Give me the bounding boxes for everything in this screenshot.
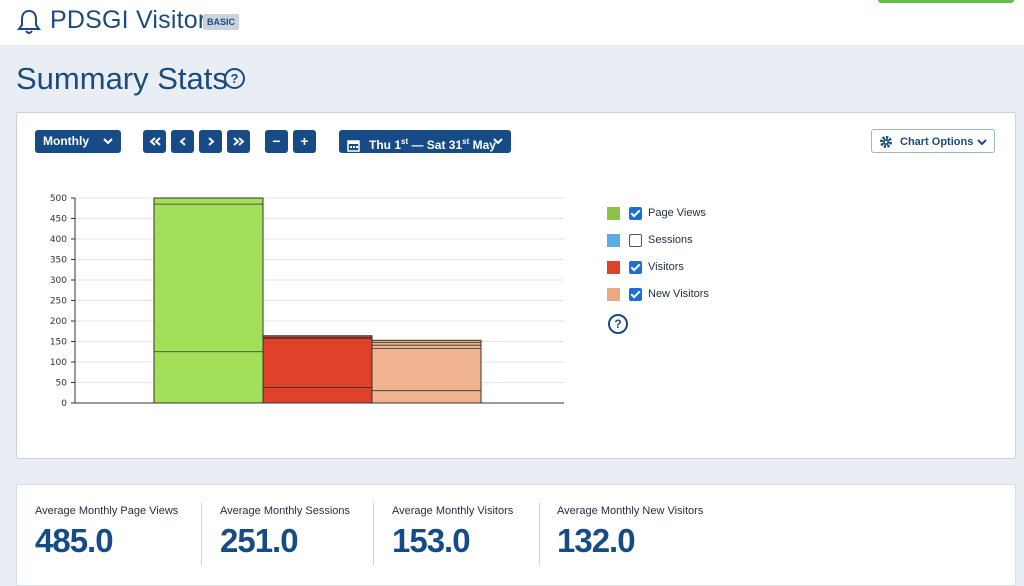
period-select[interactable]: Monthly (35, 130, 121, 153)
legend-swatch (607, 288, 620, 301)
page-title: Summary Stats (16, 61, 228, 96)
stat-sessions: Average Monthly Sessions 251.0 (220, 505, 350, 560)
y-tick-label: 500 (50, 194, 67, 204)
legend-swatch (607, 234, 620, 247)
chart-options-label: Chart Options (900, 136, 974, 148)
divider (201, 503, 202, 565)
bar-chart: 0 50 100 150 200 250 300 350 400 450 500 (50, 194, 564, 409)
chevron-down-icon (103, 130, 113, 161)
zoom-in-button[interactable]: + (293, 130, 316, 153)
legend-label: Visitors (648, 261, 684, 273)
period-label: Monthly (43, 134, 89, 148)
y-tick-label: 250 (50, 297, 67, 307)
plan-badge: BASIC (203, 14, 240, 30)
help-icon[interactable]: ? (224, 68, 245, 89)
top-bar: PDSGI Visitor BASIC (0, 0, 1024, 45)
chevron-left-icon (178, 137, 186, 146)
y-tick-label: 0 (61, 399, 67, 409)
bell-icon[interactable] (16, 8, 42, 36)
stat-label: Average Monthly Page Views (35, 505, 179, 517)
app-title: PDSGI Visitor (50, 6, 207, 34)
y-tick-label: 150 (50, 338, 67, 348)
stats-card: Average Monthly Page Views 485.0 Average… (16, 484, 1016, 586)
legend-label: Sessions (648, 234, 693, 246)
double-chevron-right-icon (232, 137, 245, 146)
legend-checkbox[interactable] (629, 207, 642, 220)
date-month: May (469, 138, 496, 152)
chart-options-button[interactable]: Chart Options (871, 129, 995, 153)
upgrade-button[interactable] (878, 0, 1014, 3)
bar (153, 197, 264, 404)
legend-checkbox[interactable] (629, 261, 642, 274)
calendar-icon (347, 140, 360, 153)
date-end-suffix: st (462, 137, 470, 146)
stat-value: 153.0 (392, 522, 471, 559)
chevron-down-icon (493, 130, 503, 161)
divider (539, 503, 540, 565)
first-page-button[interactable] (143, 130, 166, 153)
prev-button[interactable] (171, 130, 194, 153)
next-button[interactable] (199, 130, 222, 153)
stat-label: Average Monthly Sessions (220, 505, 351, 517)
zoom-out-button[interactable]: − (265, 130, 288, 153)
legend-swatch (607, 261, 620, 274)
date-range-button[interactable]: Thu 1st — Sat 31st May (339, 130, 511, 153)
date-start-suffix: st (401, 137, 409, 146)
bar (371, 339, 482, 404)
legend-label: New Visitors (648, 288, 709, 300)
divider (373, 503, 374, 565)
gear-icon (880, 136, 892, 148)
stat-visitors: Average Monthly Visitors 153.0 (392, 505, 513, 560)
stat-label: Average Monthly New Visitors (557, 505, 704, 517)
y-tick-label: 50 (56, 379, 68, 389)
y-tick-label: 100 (50, 358, 67, 368)
bar (262, 335, 373, 404)
chevron-down-icon (977, 130, 987, 163)
stat-value: 251.0 (220, 522, 299, 559)
stat-new-visitors: Average Monthly New Visitors 132.0 (557, 505, 703, 560)
legend-label: Page Views (648, 207, 706, 219)
date-end: — Sat 31 (408, 138, 463, 152)
y-tick-label: 300 (50, 276, 67, 286)
y-tick-label: 350 (50, 256, 67, 266)
double-chevron-left-icon (148, 137, 161, 146)
stat-value: 132.0 (557, 522, 636, 559)
chart-card: Monthly − + Thu 1st — Sat 31st May Ch (16, 112, 1016, 459)
y-tick-label: 400 (50, 235, 67, 245)
stat-label: Average Monthly Visitors (392, 505, 514, 517)
legend-help-icon[interactable]: ? (608, 314, 628, 334)
y-tick-label: 450 (50, 215, 67, 225)
last-page-button[interactable] (227, 130, 250, 153)
date-start: Thu 1 (369, 138, 401, 152)
stat-page-views: Average Monthly Page Views 485.0 (35, 505, 178, 560)
stat-value: 485.0 (35, 522, 114, 559)
legend-checkbox[interactable] (629, 288, 642, 301)
legend-checkbox[interactable] (629, 234, 642, 247)
legend-swatch (607, 207, 620, 220)
y-tick-label: 200 (50, 317, 67, 327)
chevron-right-icon (207, 137, 215, 146)
